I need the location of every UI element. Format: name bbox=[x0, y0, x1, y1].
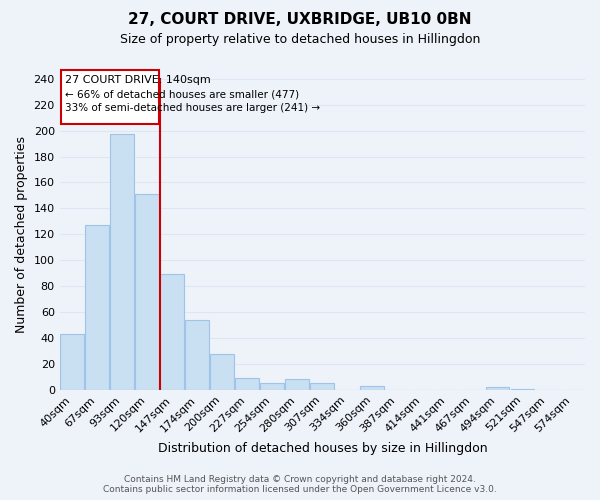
Bar bbox=[160, 274, 184, 390]
Bar bbox=[85, 225, 109, 390]
Y-axis label: Number of detached properties: Number of detached properties bbox=[15, 136, 28, 333]
Bar bbox=[485, 387, 509, 390]
Bar bbox=[286, 380, 309, 390]
Bar bbox=[260, 384, 284, 390]
Bar bbox=[310, 384, 334, 390]
Text: Contains HM Land Registry data © Crown copyright and database right 2024.
Contai: Contains HM Land Registry data © Crown c… bbox=[103, 474, 497, 494]
Text: 27, COURT DRIVE, UXBRIDGE, UB10 0BN: 27, COURT DRIVE, UXBRIDGE, UB10 0BN bbox=[128, 12, 472, 28]
Text: Size of property relative to detached houses in Hillingdon: Size of property relative to detached ho… bbox=[120, 32, 480, 46]
Bar bbox=[511, 388, 535, 390]
Bar bbox=[211, 354, 234, 390]
Text: 27 COURT DRIVE: 140sqm: 27 COURT DRIVE: 140sqm bbox=[65, 75, 211, 85]
Bar bbox=[110, 134, 134, 390]
Bar bbox=[60, 334, 84, 390]
X-axis label: Distribution of detached houses by size in Hillingdon: Distribution of detached houses by size … bbox=[158, 442, 487, 455]
FancyBboxPatch shape bbox=[61, 70, 159, 124]
Bar bbox=[136, 194, 159, 390]
Text: 33% of semi-detached houses are larger (241) →: 33% of semi-detached houses are larger (… bbox=[65, 104, 320, 114]
Bar bbox=[185, 320, 209, 390]
Bar bbox=[235, 378, 259, 390]
Bar bbox=[361, 386, 384, 390]
Text: ← 66% of detached houses are smaller (477): ← 66% of detached houses are smaller (47… bbox=[65, 89, 299, 99]
